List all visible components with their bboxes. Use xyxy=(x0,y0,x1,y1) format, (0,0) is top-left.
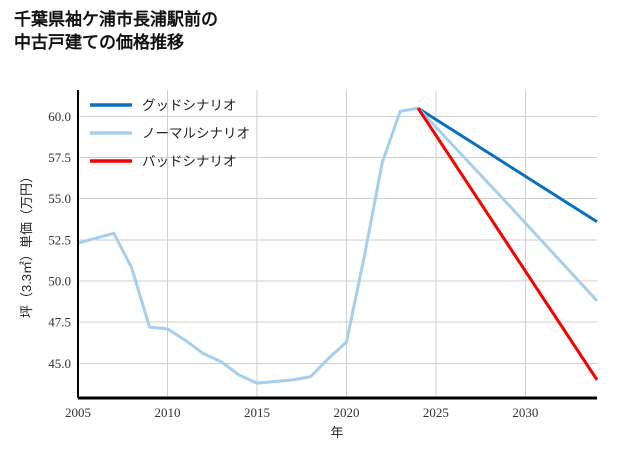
x-tick-label: 2010 xyxy=(154,405,180,420)
x-tick-label: 2025 xyxy=(423,405,449,420)
y-tick-label: 45.0 xyxy=(48,356,71,371)
x-tick-labels: 2005 2010 2015 2020 2025 2030 xyxy=(65,405,538,420)
y-tick-labels: 45.0 47.5 50.0 52.5 55.0 57.5 60.0 xyxy=(48,109,71,371)
x-tick-label: 2015 xyxy=(244,405,270,420)
x-gridlines xyxy=(166,90,526,398)
x-tick-label: 2005 xyxy=(65,405,91,420)
y-tick-label: 55.0 xyxy=(48,191,71,206)
data-series-group xyxy=(77,106,599,385)
series-line-1 xyxy=(77,106,599,385)
page-title: 千葉県袖ケ浦市長浦駅前の 中古戸建ての価格推移 xyxy=(14,10,218,53)
y-gridlines xyxy=(78,115,597,364)
legend-label-1: ノーマルシナリオ xyxy=(142,126,250,141)
y-axis-title: 坪（3.3㎡）単価（万円） xyxy=(19,170,34,318)
y-tick-label: 50.0 xyxy=(48,274,71,289)
x-axis-title: 年 xyxy=(330,425,343,440)
y-tick-label: 52.5 xyxy=(48,232,71,247)
y-tick-label: 57.5 xyxy=(48,150,71,165)
plot-background xyxy=(78,90,597,398)
series-line-2 xyxy=(416,107,599,381)
legend-label-2: バッドシナリオ xyxy=(142,154,237,169)
x-tick-label: 2020 xyxy=(333,405,359,420)
y-tick-label: 47.5 xyxy=(48,315,71,330)
legend-label-0: グッドシナリオ xyxy=(142,98,237,113)
y-tick-label: 60.0 xyxy=(48,109,71,124)
series-line-0 xyxy=(417,106,598,224)
x-tick-label: 2030 xyxy=(512,405,538,420)
